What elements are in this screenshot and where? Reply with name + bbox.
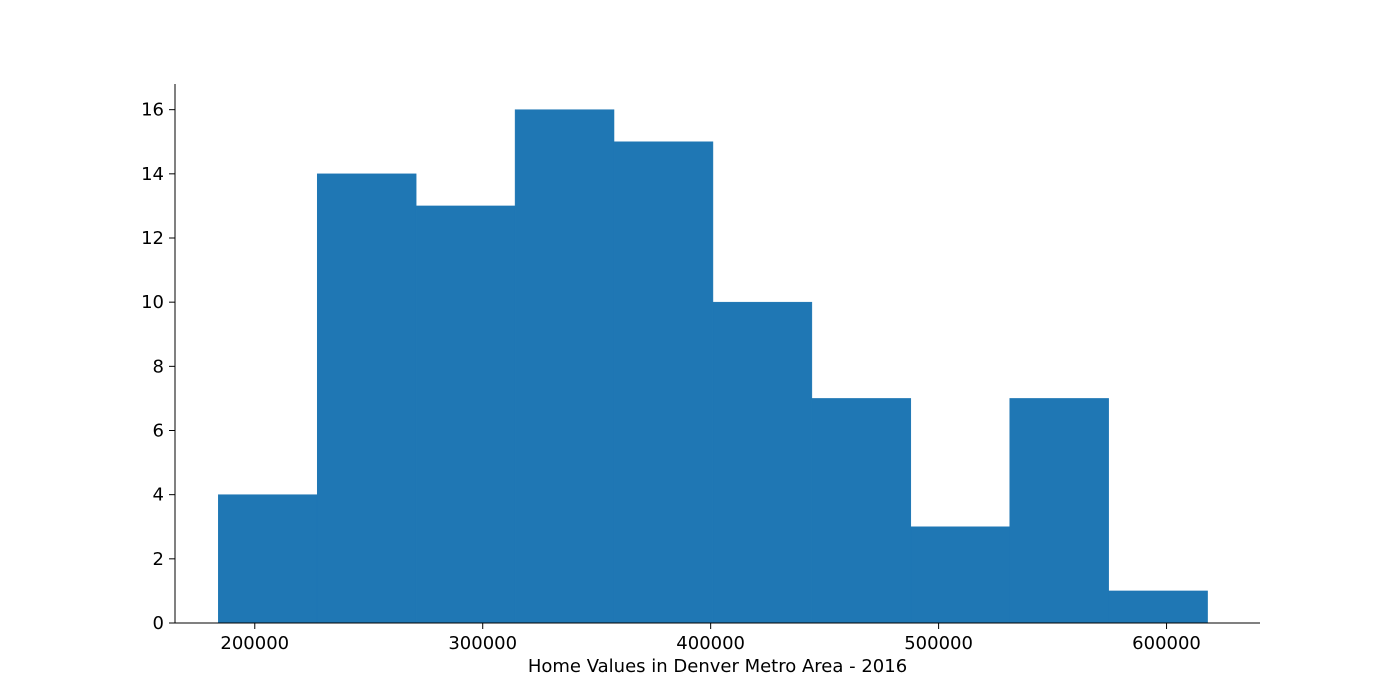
histogram-bar: [218, 494, 318, 624]
histogram-bar: [415, 205, 516, 624]
histogram-bar: [811, 398, 912, 624]
histogram-bar: [1108, 590, 1208, 624]
y-tick-label: 16: [141, 100, 164, 121]
histogram-bar: [712, 301, 813, 624]
x-tick-label: 500000: [904, 633, 973, 654]
bars-group: [218, 109, 1208, 624]
y-tick-label: 14: [141, 164, 164, 185]
y-axis-ticks: 0 2 4 6 8 10 12 14 16: [141, 100, 175, 634]
x-tick-label: 600000: [1132, 633, 1201, 654]
x-tick-label: 400000: [676, 633, 745, 654]
histogram-bar: [910, 526, 1010, 624]
y-tick-label: 12: [141, 228, 164, 249]
x-tick-label: 200000: [220, 633, 289, 654]
histogram-bar: [514, 109, 615, 624]
y-tick-label: 10: [141, 292, 164, 313]
histogram-bar: [613, 141, 714, 624]
y-tick-label: 6: [153, 421, 164, 442]
histogram-bar: [1009, 398, 1109, 624]
x-axis-title: Home Values in Denver Metro Area - 2016: [528, 656, 907, 677]
y-tick-label: 4: [153, 485, 164, 506]
y-tick-label: 2: [153, 549, 164, 570]
x-tick-label: 300000: [448, 633, 517, 654]
y-tick-label: 8: [153, 356, 164, 377]
y-tick-label: 0: [153, 613, 164, 634]
x-axis-ticks: 200000 300000 400000 500000 600000: [220, 623, 1201, 654]
histogram-bar: [316, 173, 417, 624]
